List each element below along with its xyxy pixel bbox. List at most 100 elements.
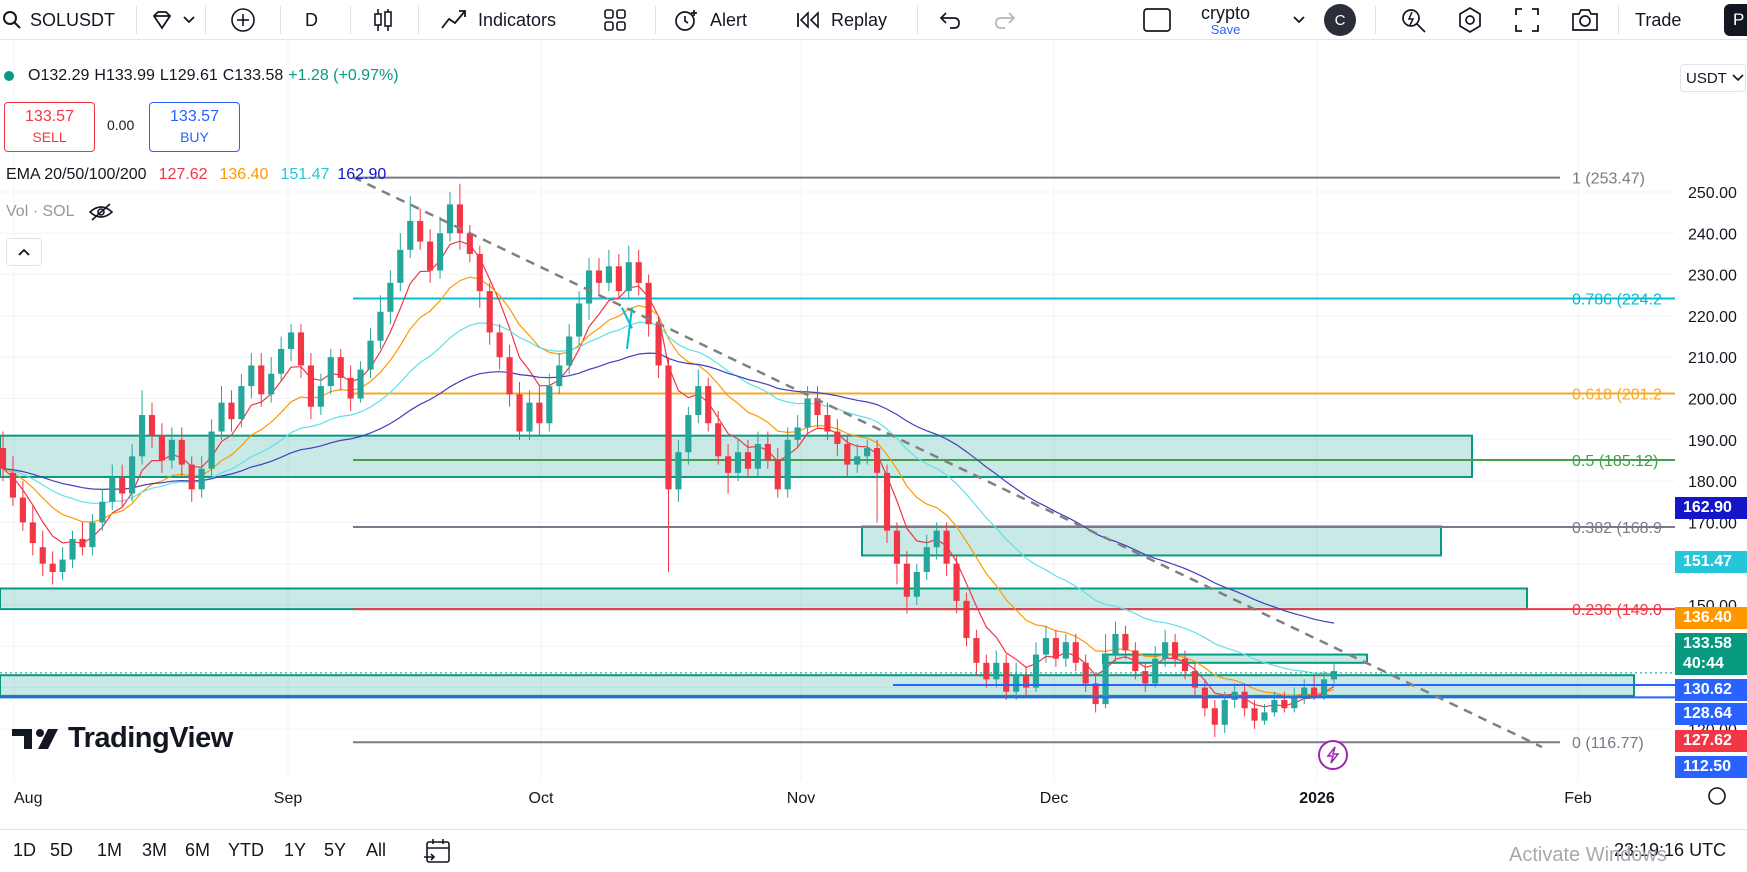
layouts-button[interactable] <box>603 0 627 40</box>
price-tick: 170.00 <box>1688 515 1737 532</box>
range-button-1m[interactable]: 1M <box>97 840 123 860</box>
time-axis-bg <box>0 783 1747 829</box>
candle-body <box>49 563 56 572</box>
chevron-down-icon <box>1732 74 1744 82</box>
goto-date-button[interactable] <box>424 837 454 870</box>
sell-button[interactable]: 133.57 SELL <box>4 102 95 152</box>
interval-button[interactable]: D <box>305 0 318 40</box>
candle-body <box>367 340 374 370</box>
volume-legend[interactable]: Vol · SOL <box>6 202 114 222</box>
trade-button[interactable]: Trade <box>1635 0 1681 40</box>
fullscreen-button[interactable] <box>1514 0 1540 40</box>
settings-gear-icon <box>1708 787 1726 805</box>
user-avatar[interactable]: C <box>1324 0 1356 40</box>
settings-button[interactable] <box>1456 0 1484 40</box>
range-button-6m[interactable]: 6M <box>185 840 211 860</box>
fib-level-label: 0.786 (224.2 <box>1572 292 1662 309</box>
layout-toggle[interactable] <box>1143 0 1171 40</box>
candle-body <box>715 423 722 457</box>
ema200-value: 162.90 <box>337 166 387 183</box>
candle-body <box>79 538 86 548</box>
candle-body <box>725 456 732 473</box>
layout-name: crypto <box>1201 2 1251 23</box>
candle-body <box>476 253 483 292</box>
redo-button[interactable] <box>993 0 1017 40</box>
candle-body <box>814 398 821 416</box>
symbol-type-menu[interactable] <box>150 0 196 40</box>
candle-body <box>804 398 811 428</box>
candle-body <box>874 448 881 473</box>
candle-body <box>1112 633 1119 655</box>
ema-legend[interactable]: EMA 20/50/100/200 127.62 136.40 151.47 1… <box>6 166 386 184</box>
time-axis[interactable]: Aug Sep Oct Nov Dec 2026 Feb <box>0 783 1747 829</box>
range-button-all[interactable]: All <box>366 840 387 860</box>
eye-off-icon[interactable] <box>88 202 114 222</box>
tradingview-logo[interactable]: TradingView <box>10 722 233 755</box>
candle-body <box>605 266 612 283</box>
price-axis-label: 127.62 <box>1675 730 1747 752</box>
chart-type-button[interactable] <box>372 0 394 40</box>
candle-body <box>526 402 533 432</box>
candle-body <box>297 332 305 366</box>
candle-body <box>357 369 364 399</box>
candle-body <box>1320 679 1328 696</box>
range-button-ytd[interactable]: YTD <box>228 840 264 860</box>
buy-label: BUY <box>180 129 209 145</box>
range-button-1y[interactable]: 1Y <box>284 840 307 860</box>
candle-body <box>1291 695 1298 709</box>
candle-body <box>1003 662 1010 692</box>
ohlc-high: H133.99 <box>94 67 155 85</box>
candle-body <box>248 365 255 387</box>
layout-menu-toggle[interactable] <box>1292 0 1306 40</box>
trade-label: Trade <box>1635 9 1682 30</box>
support-resistance-zones <box>0 434 1635 697</box>
candle-body <box>854 456 861 465</box>
layout-menu[interactable]: crypto Save <box>1201 0 1250 40</box>
price-tick: 200.00 <box>1688 392 1737 409</box>
compare-symbol-button[interactable] <box>230 0 256 40</box>
clock[interactable]: 23:19:16 UTC <box>1614 840 1727 860</box>
range-button-1d[interactable]: 1D <box>13 840 37 860</box>
candle-body <box>278 348 285 374</box>
candle-body <box>864 448 871 457</box>
cross-marker <box>621 307 633 350</box>
events-marker[interactable] <box>1318 740 1348 770</box>
candle-body <box>1191 671 1199 688</box>
undo-button[interactable] <box>938 0 962 40</box>
candle-body <box>1042 638 1050 655</box>
buy-button[interactable]: 133.57 BUY <box>149 102 240 152</box>
plus-circle-icon <box>231 8 255 32</box>
replay-button[interactable]: Replay <box>795 0 887 40</box>
range-button-5y[interactable]: 5Y <box>324 840 347 860</box>
undo-icon <box>939 12 960 29</box>
price-chart[interactable]: 1 (253.47) 0.786 (224.2 0.618 (201.2 0.5 (1… <box>0 41 1747 829</box>
currency-selector[interactable]: USDT <box>1680 64 1746 92</box>
candle-body <box>9 472 17 498</box>
fib-level-label: 1 (253.47) <box>1572 171 1645 188</box>
indicators-label: Indicators <box>478 9 557 30</box>
candle-body <box>655 324 662 366</box>
range-button-5d[interactable]: 5D <box>50 840 74 860</box>
screenshot-button[interactable] <box>1570 0 1600 40</box>
candle-body <box>178 439 185 465</box>
alert-button[interactable]: Alert <box>672 0 747 40</box>
candle-body <box>138 415 146 457</box>
candle-body <box>287 332 295 349</box>
candle-body <box>228 402 235 420</box>
quick-search-icon <box>1402 9 1426 33</box>
publish-button[interactable]: P <box>1724 0 1747 40</box>
candle-body <box>1032 654 1040 688</box>
collapse-legend-button[interactable] <box>6 238 42 266</box>
price-axis-label: 112.50 <box>1675 756 1747 778</box>
candle-body <box>19 497 26 523</box>
quick-search-button[interactable] <box>1400 0 1428 40</box>
candle-body <box>168 439 175 461</box>
indicators-button[interactable]: Indicators <box>440 0 556 40</box>
time-tick: Sep <box>274 790 303 807</box>
range-button-3m[interactable]: 3M <box>142 840 168 860</box>
ohlc-open-label: O <box>28 67 41 84</box>
symbol-name: SOLUSDT <box>30 9 116 30</box>
symbol-search[interactable]: SOLUSDT <box>2 0 115 40</box>
time-tick: Feb <box>1564 790 1592 807</box>
candle-body <box>953 563 960 601</box>
